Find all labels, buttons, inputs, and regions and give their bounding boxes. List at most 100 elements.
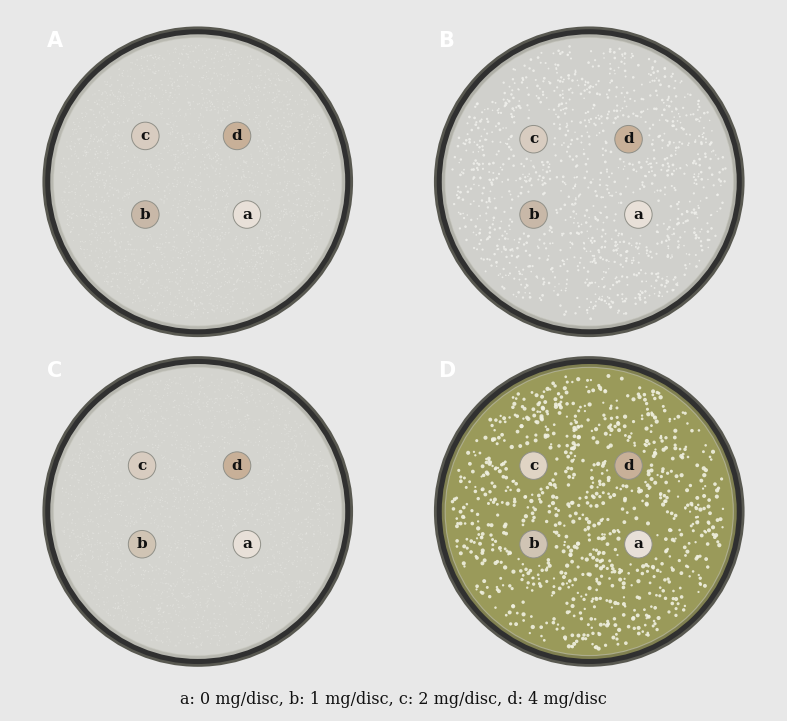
Point <box>176 472 188 483</box>
Point <box>190 143 202 154</box>
Point <box>308 141 320 153</box>
Point <box>140 431 153 443</box>
Point <box>305 518 317 529</box>
Point <box>167 309 179 320</box>
Point <box>531 273 544 284</box>
Point <box>190 201 202 213</box>
Point <box>210 163 223 174</box>
Point <box>246 66 258 78</box>
Point <box>133 622 146 634</box>
Point <box>206 572 219 584</box>
Point <box>119 260 131 272</box>
Point <box>613 425 626 436</box>
Point <box>300 126 312 138</box>
Point <box>488 433 501 445</box>
Point <box>198 516 210 527</box>
Point <box>588 492 600 503</box>
Point <box>300 94 312 106</box>
Point <box>91 191 103 203</box>
Point <box>89 174 102 185</box>
Point <box>301 513 313 525</box>
Point <box>619 52 631 63</box>
Point <box>87 445 100 456</box>
Point <box>599 242 611 253</box>
Text: a: a <box>634 208 643 221</box>
Point <box>479 432 492 443</box>
Point <box>218 43 231 55</box>
Point <box>213 492 226 504</box>
Point <box>94 450 107 461</box>
Point <box>608 68 621 79</box>
Point <box>221 86 234 97</box>
Point <box>258 198 271 209</box>
Point <box>210 244 223 255</box>
Point <box>260 451 272 462</box>
Point <box>260 464 272 475</box>
Point <box>253 430 266 441</box>
Point <box>319 552 331 564</box>
Point <box>209 226 221 237</box>
Point <box>148 288 161 300</box>
Point <box>306 164 319 175</box>
Point <box>515 76 528 88</box>
Point <box>123 591 135 603</box>
Point <box>243 93 256 105</box>
Point <box>88 451 101 463</box>
Point <box>121 115 134 127</box>
Point <box>599 136 611 147</box>
Point <box>148 60 161 71</box>
Point <box>604 283 616 295</box>
Point <box>144 63 157 75</box>
Point <box>138 487 150 498</box>
Point <box>67 505 79 517</box>
Point <box>205 588 217 600</box>
Point <box>537 89 549 100</box>
Point <box>88 483 101 495</box>
Point <box>208 53 220 64</box>
Point <box>151 287 164 298</box>
Point <box>463 111 475 123</box>
Point <box>639 170 652 182</box>
Point <box>261 609 274 621</box>
Point <box>120 99 132 111</box>
Point <box>311 207 323 218</box>
Point <box>72 549 85 561</box>
Point <box>706 169 719 180</box>
Point <box>267 266 279 278</box>
Point <box>224 49 237 61</box>
Point <box>101 508 113 520</box>
Point <box>154 577 167 588</box>
Point <box>527 161 540 172</box>
Point <box>212 283 225 295</box>
Point <box>490 462 502 474</box>
Point <box>133 590 146 601</box>
Point <box>239 156 252 168</box>
Point <box>669 443 682 454</box>
Point <box>154 494 167 505</box>
Point <box>163 128 176 139</box>
Point <box>168 299 181 311</box>
Point <box>172 201 185 213</box>
Point <box>530 90 543 102</box>
Point <box>256 136 268 148</box>
Point <box>267 443 279 454</box>
Point <box>665 200 678 212</box>
Point <box>315 470 327 482</box>
Point <box>460 181 472 193</box>
Point <box>155 75 168 87</box>
Point <box>81 488 94 500</box>
Point <box>641 627 654 639</box>
Point <box>282 121 294 133</box>
Point <box>153 164 165 175</box>
Point <box>306 119 319 131</box>
Point <box>241 257 253 268</box>
Point <box>525 266 538 278</box>
Point <box>251 231 264 243</box>
Point <box>147 240 160 252</box>
Point <box>500 138 512 149</box>
Point <box>205 85 218 97</box>
Point <box>215 280 227 292</box>
Point <box>559 536 571 548</box>
Point <box>99 409 112 420</box>
Point <box>86 571 98 583</box>
